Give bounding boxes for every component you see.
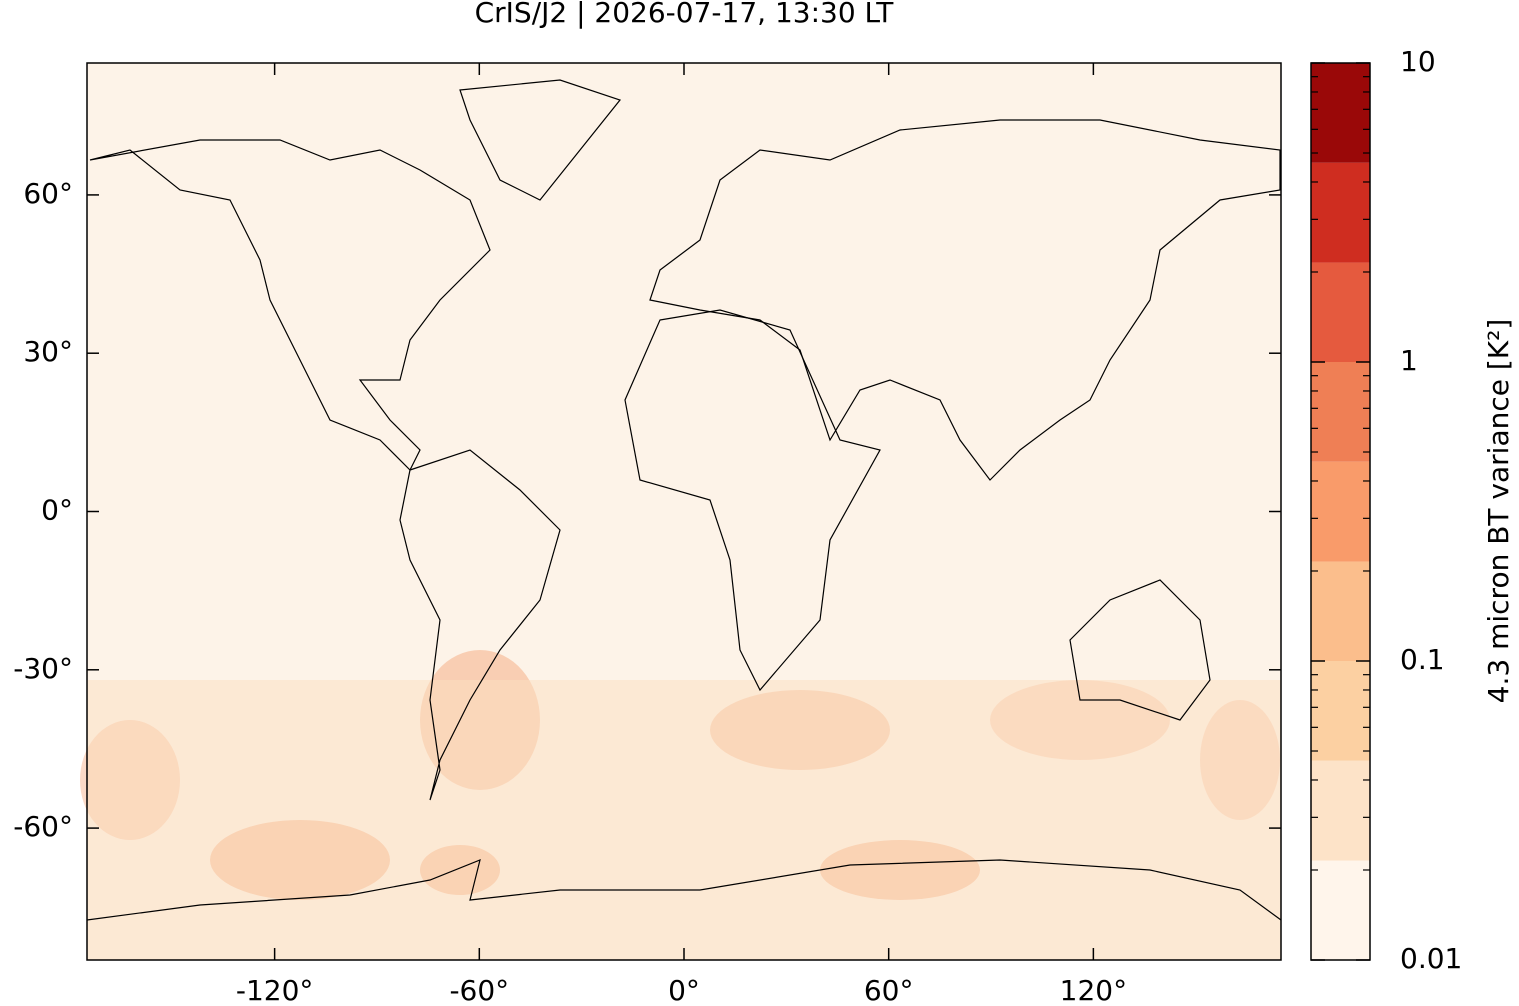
- coastlines: [86, 79, 1282, 921]
- y-tick-label: -60°: [13, 810, 73, 843]
- x-tick-label: 120°: [1060, 974, 1127, 1002]
- colorbar-level: [1311, 760, 1370, 861]
- colorbar-tick-label: 10: [1400, 45, 1436, 78]
- colorbar-tick-label: 1: [1400, 344, 1418, 377]
- variance-field: [80, 650, 1281, 960]
- colorbar-level: [1311, 262, 1370, 362]
- chart-title: CrIS/J2 | 2026-07-17, 13:30 LT: [475, 0, 895, 29]
- x-tick-label: -120°: [236, 974, 314, 1002]
- colorbar-level: [1311, 461, 1370, 562]
- colorbar-level: [1311, 63, 1370, 163]
- y-tick-label: -30°: [13, 652, 73, 685]
- colorbar-level: [1311, 362, 1370, 462]
- y-tick-label: 60°: [23, 177, 73, 210]
- colorbar-level: [1311, 561, 1370, 661]
- y-tick-label: 30°: [23, 335, 73, 368]
- x-tick-label: -60°: [449, 974, 509, 1002]
- colorbar-tick-label: 0.01: [1400, 942, 1462, 975]
- y-tick-label: 0°: [41, 494, 73, 527]
- colorbar-level: [1311, 860, 1370, 960]
- colorbar-frame: [1310, 62, 1371, 961]
- colorbar-level: [1311, 661, 1370, 761]
- map-background: [87, 63, 1281, 960]
- colorbar-level: [1311, 162, 1370, 263]
- colorbar-tick-label: 0.1: [1400, 643, 1445, 676]
- colorbar-label: 4.3 micron BT variance [K²]: [1482, 319, 1515, 704]
- x-tick-label: 60°: [864, 974, 914, 1002]
- x-tick-label: 0°: [668, 974, 700, 1002]
